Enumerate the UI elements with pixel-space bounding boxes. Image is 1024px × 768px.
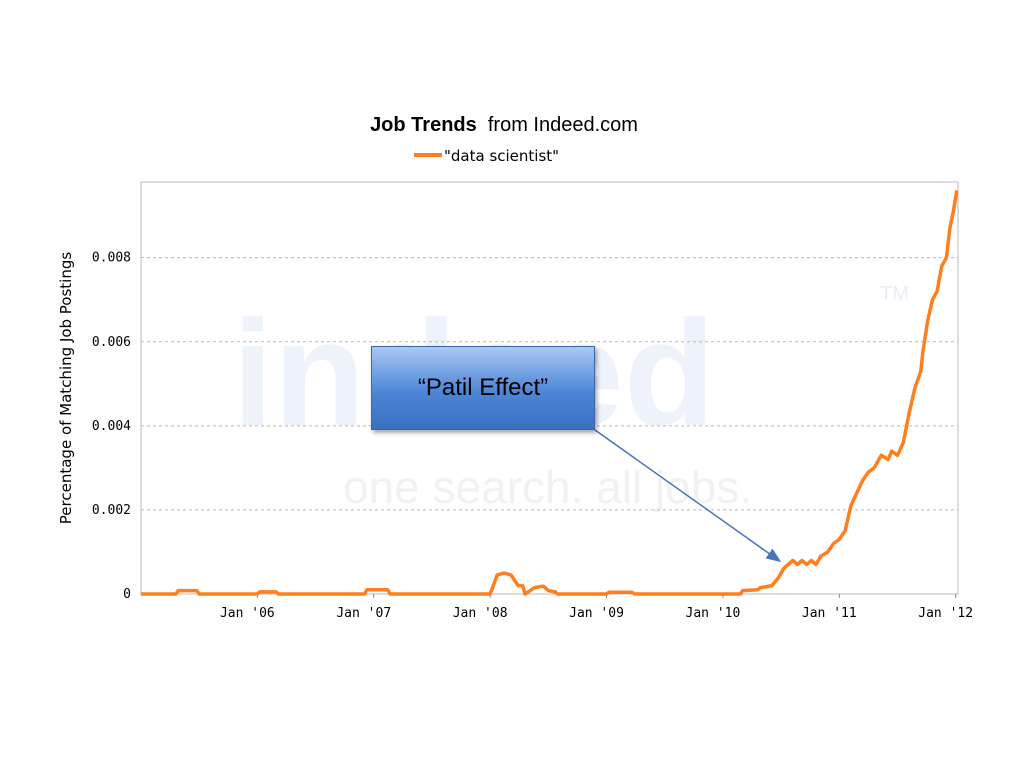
y-tick-label: 0 xyxy=(123,587,131,602)
series-layer xyxy=(141,190,959,596)
x-tick-label: Jan '12 xyxy=(918,606,973,621)
x-tick-label: Jan '09 xyxy=(569,606,624,621)
callout-label: “Patil Effect” xyxy=(417,374,549,401)
legend: "data scientist" xyxy=(414,147,559,165)
watermark-tm: TM xyxy=(880,283,909,305)
watermark-tagline: one search. all jobs. xyxy=(343,461,752,513)
series-line-0 xyxy=(141,190,959,596)
x-tick-label: Jan '07 xyxy=(336,606,391,621)
annotation-arrow xyxy=(594,429,782,563)
y-axis-label: Percentage of Matching Job Postings xyxy=(57,252,75,525)
x-tick-label: Jan '11 xyxy=(802,606,857,621)
x-axis-ticks: Jan '06 Jan '07 Jan '08 Jan '09 Jan '10 Jan '… xyxy=(220,594,973,621)
y-tick-label: 0.008 xyxy=(92,251,131,266)
chart-title-bold: Job Trends xyxy=(370,114,477,136)
y-tick-label: 0.006 xyxy=(92,335,131,350)
x-tick-label: Jan '10 xyxy=(686,606,741,621)
patil-effect-callout: “Patil Effect” xyxy=(371,346,595,430)
legend-label: "data scientist" xyxy=(444,147,559,165)
y-axis-ticks: 0 0.002 0.004 0.006 0.008 xyxy=(92,251,131,602)
x-tick-label: Jan '06 xyxy=(220,606,275,621)
y-tick-label: 0.002 xyxy=(92,503,131,518)
plot-frame xyxy=(140,181,959,595)
y-tick-label: 0.004 xyxy=(92,419,131,434)
chart-title: Job Trends from Indeed.com xyxy=(370,114,638,136)
chart-title-rest: from Indeed.com xyxy=(488,114,638,136)
x-tick-label: Jan '08 xyxy=(453,606,508,621)
